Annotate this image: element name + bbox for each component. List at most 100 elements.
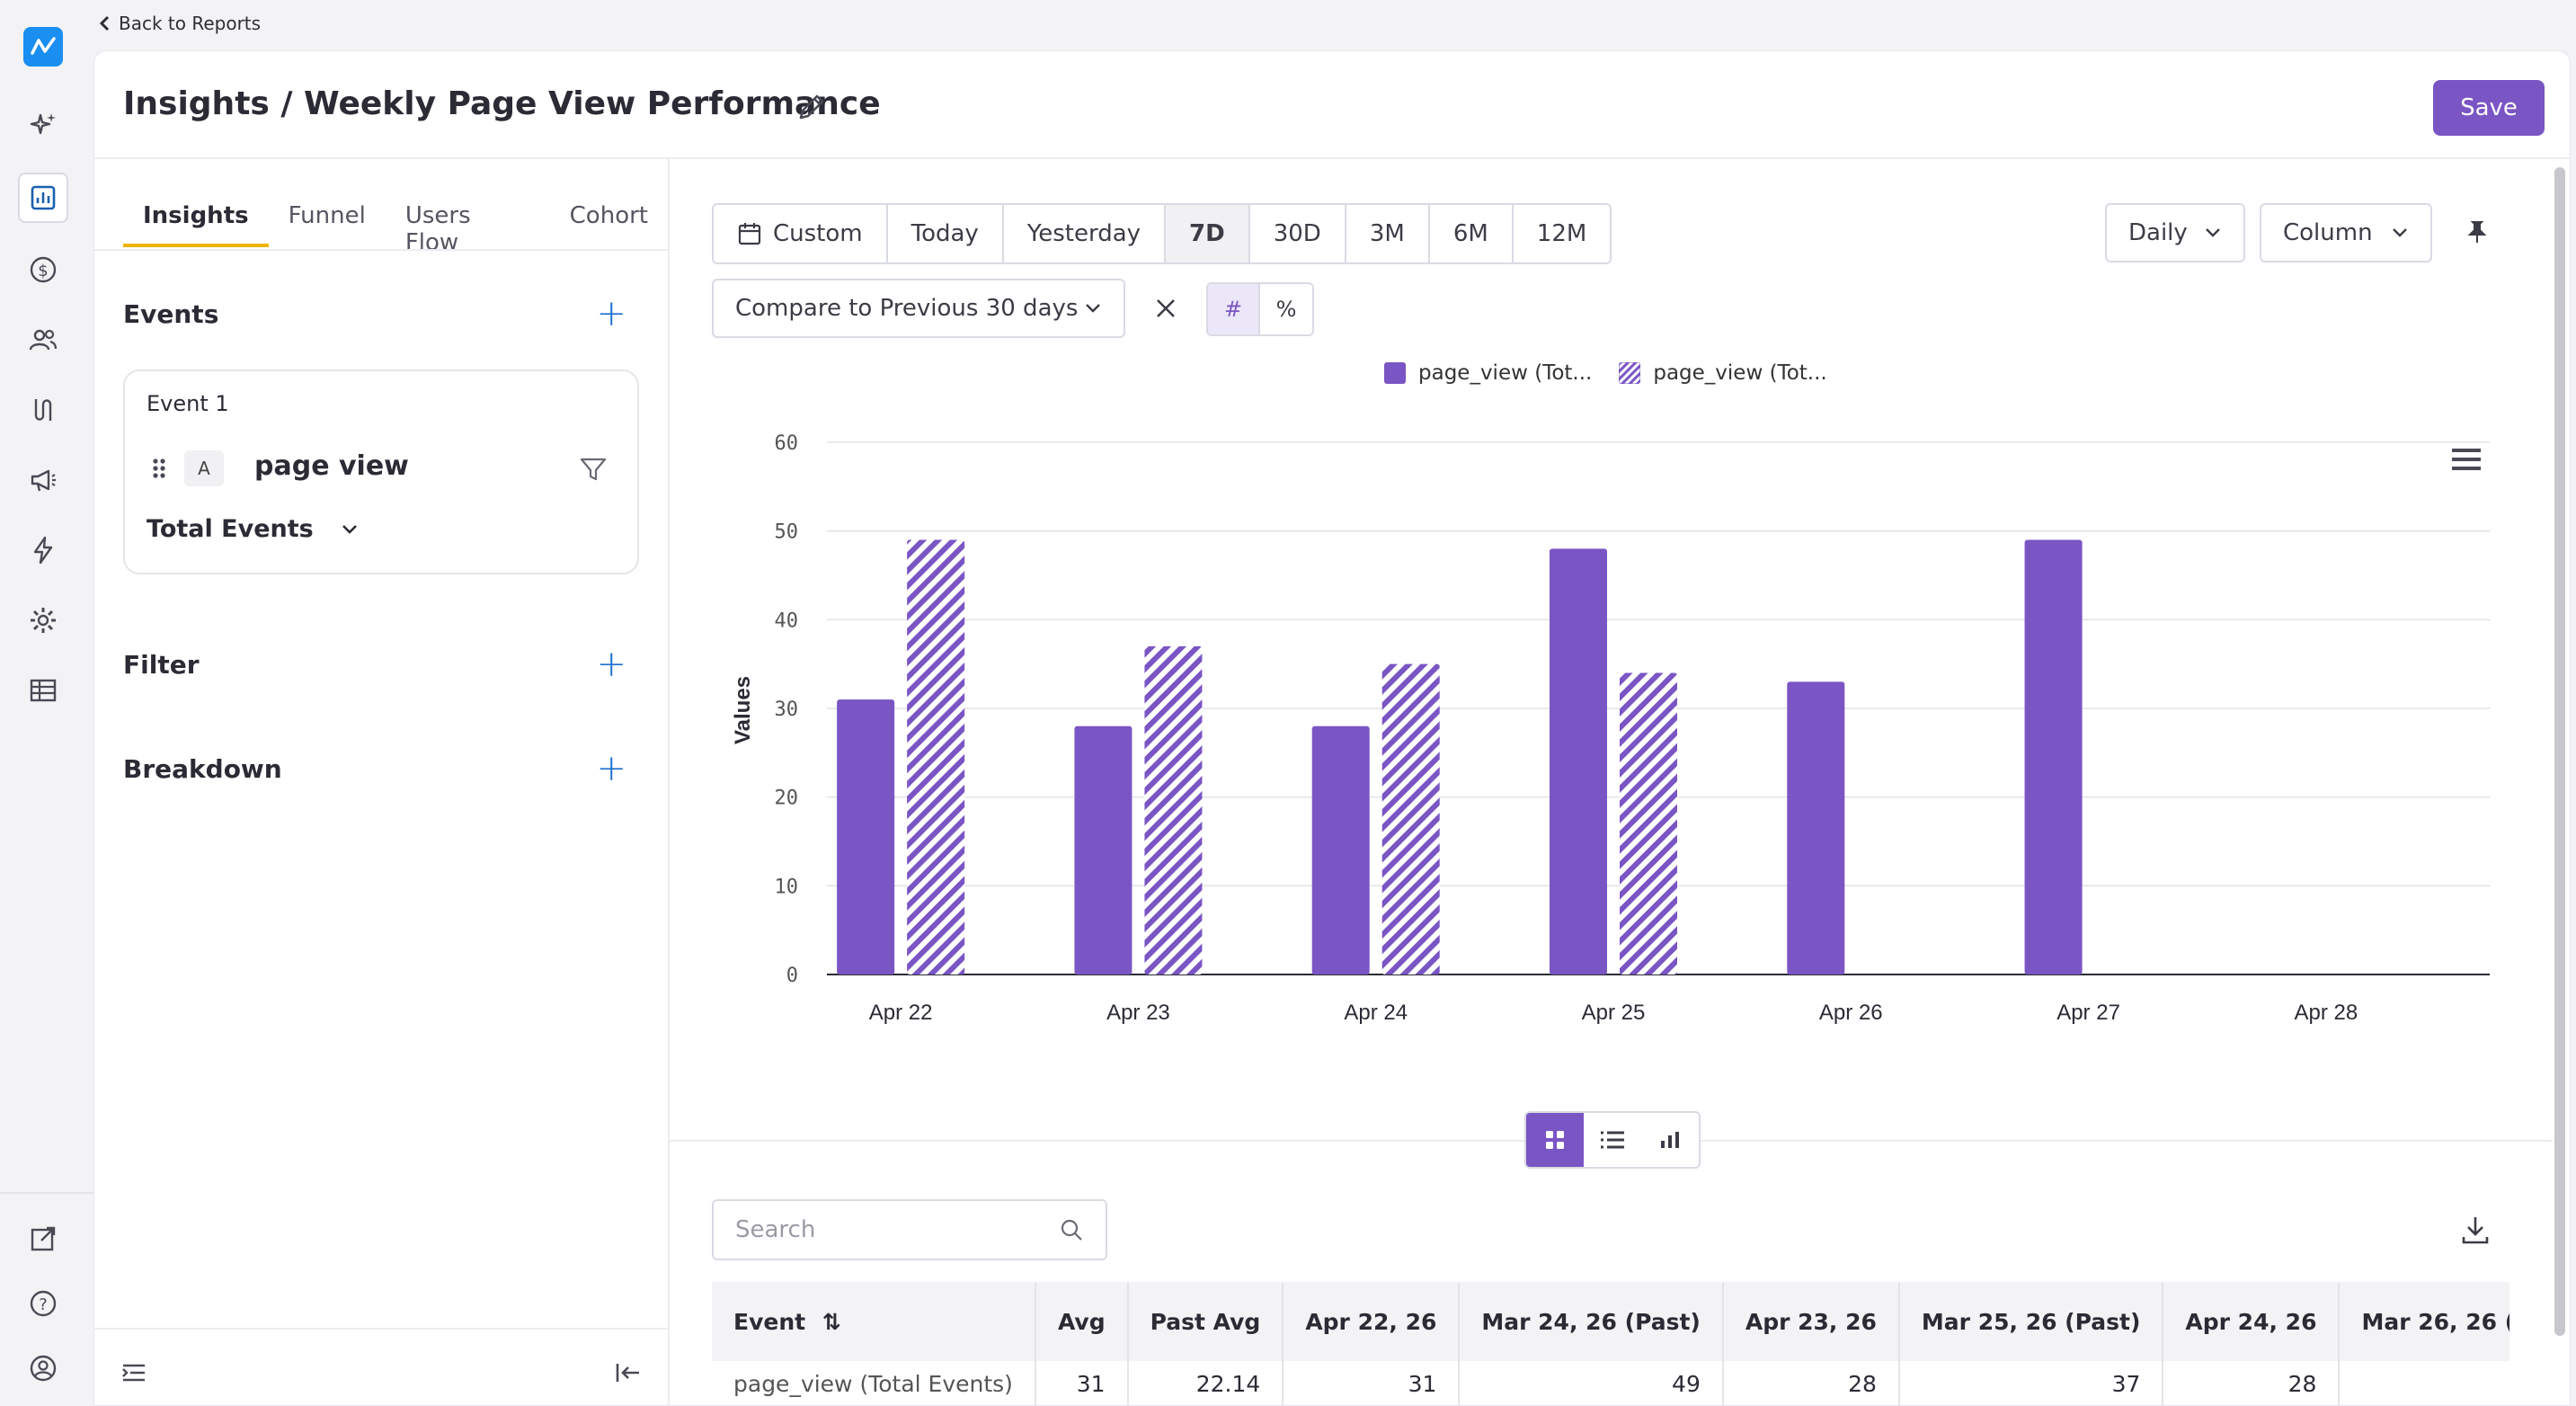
toggle-percent[interactable]: % xyxy=(1275,297,1297,322)
bar-current[interactable] xyxy=(1311,725,1370,974)
col-apr-22[interactable]: Apr 22, 26 xyxy=(1283,1282,1461,1361)
col-avg[interactable]: Avg xyxy=(1035,1282,1129,1361)
range-custom[interactable]: Custom xyxy=(714,205,888,263)
col-apr-24[interactable]: Apr 24, 26 xyxy=(2163,1282,2341,1361)
x-tick-label: Apr 27 xyxy=(2056,1001,2120,1025)
cell-mar-26-past: 35 xyxy=(2339,1361,2509,1406)
table-search-input[interactable]: Search xyxy=(712,1199,1107,1260)
external-link-icon[interactable] xyxy=(18,1214,68,1264)
pencil-icon[interactable] xyxy=(794,89,830,125)
bar-past[interactable] xyxy=(1144,645,1203,974)
left-bottom-divider xyxy=(94,1328,670,1330)
help-icon[interactable]: ? xyxy=(18,1278,68,1329)
legend-item-past[interactable]: page_view (Tot... xyxy=(1619,361,1827,385)
indent-icon[interactable] xyxy=(118,1357,150,1389)
y-tick-label: 50 xyxy=(775,521,799,544)
date-range-selector: Custom Today Yesterday 7D 30D 3M 6M 12M xyxy=(712,203,1612,264)
tab-cohort[interactable]: Cohort xyxy=(569,202,648,229)
range-3m[interactable]: 3M xyxy=(1346,205,1430,263)
bar-current[interactable] xyxy=(1074,725,1133,974)
sparkle-icon[interactable] xyxy=(18,101,68,151)
events-label: Events xyxy=(123,298,219,329)
range-today[interactable]: Today xyxy=(888,205,1004,263)
col-apr-23[interactable]: Apr 23, 26 xyxy=(1722,1282,1900,1361)
add-filter-icon[interactable]: + xyxy=(596,644,626,685)
range-yesterday[interactable]: Yesterday xyxy=(1004,205,1167,263)
breakdown-section: Breakdown + xyxy=(123,751,644,787)
profile-icon[interactable] xyxy=(18,1343,68,1393)
chart-legend: page_view (Tot... page_view (Tot... xyxy=(1384,361,1827,385)
y-axis-label: Values xyxy=(731,676,755,744)
col-mar-24-past[interactable]: Mar 24, 26 (Past) xyxy=(1459,1282,1724,1361)
bar-current[interactable] xyxy=(1787,681,1845,974)
grid-view-icon[interactable] xyxy=(1526,1113,1584,1167)
event-name[interactable]: page view xyxy=(254,450,409,482)
bar-past[interactable] xyxy=(1381,663,1440,974)
close-icon[interactable] xyxy=(1152,295,1179,322)
pin-icon[interactable] xyxy=(2465,219,2490,245)
range-12m[interactable]: 12M xyxy=(1536,220,1587,247)
y-tick-label: 10 xyxy=(775,876,799,898)
collapse-panel-icon[interactable] xyxy=(612,1357,644,1389)
metric-select[interactable]: Total Events xyxy=(147,515,359,543)
back-label: Back to Reports xyxy=(119,13,262,34)
chevron-down-icon xyxy=(2393,228,2407,237)
chart-menu-icon[interactable] xyxy=(2450,446,2483,473)
compare-dropdown[interactable]: Compare to Previous 30 days xyxy=(712,279,1125,338)
sort-icon[interactable]: ⇅ xyxy=(822,1308,841,1335)
app-logo-icon[interactable] xyxy=(23,27,63,67)
megaphone-icon[interactable] xyxy=(18,455,68,505)
bar-current[interactable] xyxy=(2024,539,2083,974)
col-past-avg[interactable]: Past Avg xyxy=(1127,1282,1284,1361)
bar-current[interactable] xyxy=(837,699,895,974)
range-6m[interactable]: 6M xyxy=(1430,205,1514,263)
add-breakdown-icon[interactable]: + xyxy=(596,748,626,789)
download-icon[interactable] xyxy=(2459,1214,2492,1246)
dollar-icon[interactable]: $ xyxy=(18,245,68,295)
save-button[interactable]: Save xyxy=(2433,80,2545,136)
bar-current[interactable] xyxy=(1550,548,1607,974)
chevron-down-icon xyxy=(2206,228,2220,237)
metric-label: Total Events xyxy=(147,515,314,543)
legend-item-current[interactable]: page_view (Tot... xyxy=(1384,361,1592,385)
calendar-icon xyxy=(738,223,761,245)
breakdown-label: Breakdown xyxy=(123,753,282,784)
settings-icon[interactable] xyxy=(18,595,68,645)
bar-view-icon[interactable] xyxy=(1641,1113,1699,1167)
lightning-icon[interactable] xyxy=(18,525,68,575)
back-to-reports-link[interactable]: Back to Reports xyxy=(99,13,261,34)
toggle-count[interactable]: # xyxy=(1208,284,1260,334)
search-icon xyxy=(1061,1219,1082,1241)
col-mar-25-past[interactable]: Mar 25, 26 (Past) xyxy=(1898,1282,2164,1361)
x-tick-label: Apr 28 xyxy=(2294,1001,2358,1025)
cell-apr-22: 31 xyxy=(1283,1361,1461,1406)
filter-label: Filter xyxy=(123,649,200,680)
tab-users-flow[interactable]: Users Flow xyxy=(404,202,471,256)
events-section: Events + xyxy=(123,296,644,332)
add-event-icon[interactable]: + xyxy=(596,293,626,334)
cell-mar-25-past: 37 xyxy=(1898,1361,2164,1406)
table-icon[interactable] xyxy=(18,665,68,716)
users-icon[interactable] xyxy=(18,315,68,365)
vertical-scrollbar[interactable] xyxy=(2554,167,2565,1336)
col-event[interactable]: Event ⇅ xyxy=(712,1282,1036,1361)
filter-section: Filter + xyxy=(123,646,644,682)
drag-handle-icon[interactable] xyxy=(150,456,168,481)
range-7d[interactable]: 7D xyxy=(1166,205,1250,263)
interval-dropdown[interactable]: Daily xyxy=(2105,203,2245,263)
chart-type-dropdown[interactable]: Column xyxy=(2260,203,2432,263)
tab-insights[interactable]: Insights xyxy=(123,195,269,247)
bar-past[interactable] xyxy=(907,539,965,974)
list-view-icon[interactable] xyxy=(1584,1113,1641,1167)
flow-icon[interactable] xyxy=(18,385,68,435)
filter-icon[interactable] xyxy=(578,454,608,485)
reports-icon[interactable] xyxy=(18,173,68,223)
data-table: Event ⇅ Avg Past Avg Apr 22, 26 Mar 24, … xyxy=(712,1282,2509,1406)
bar-past[interactable] xyxy=(1620,672,1677,974)
tab-funnel[interactable]: Funnel xyxy=(288,202,366,229)
y-tick-label: 0 xyxy=(786,965,798,987)
range-30d[interactable]: 30D xyxy=(1250,205,1346,263)
col-mar-26-past[interactable]: Mar 26, 26 (Past) xyxy=(2339,1282,2509,1361)
table-row[interactable]: page_view (Total Events) 31 22.14 31 49 … xyxy=(712,1361,2509,1406)
chart-bars xyxy=(837,539,2083,974)
